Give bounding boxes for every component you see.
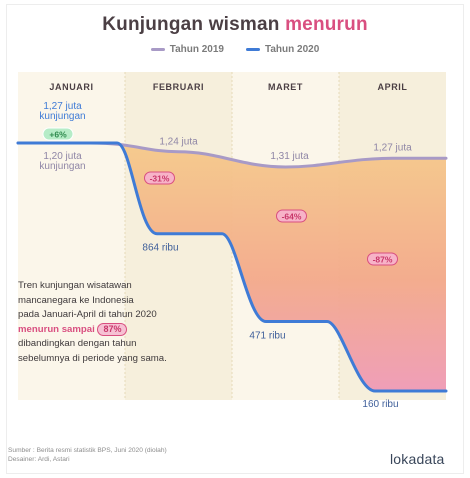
chart-legend: Tahun 2019 Tahun 2020 <box>0 44 470 55</box>
month-label: FEBRUARI <box>153 82 204 92</box>
footer-source: Sumber : Berita resmi statistik BPS, Jun… <box>8 446 167 464</box>
note-line-5: sebelumnya di periode yang sama. <box>18 352 167 364</box>
legend-label-2019: Tahun 2019 <box>169 44 224 55</box>
value-label-2020: 160 ribu <box>362 399 398 410</box>
change-badge <box>367 252 398 266</box>
note-line-3: pada Januari-April di tahun 2020 <box>18 309 157 321</box>
note-badge: 87% <box>97 322 128 336</box>
title-main: Kunjungan wisman <box>102 14 280 35</box>
month-label: APRIL <box>378 82 408 92</box>
change-badge <box>144 171 175 185</box>
note-highlight: menurun sampai <box>18 323 95 335</box>
change-badge-label: +6% <box>49 129 67 139</box>
month-label: MARET <box>268 82 303 92</box>
legend-swatch-2020 <box>246 48 260 51</box>
legend-item-2019: Tahun 2019 <box>150 44 224 55</box>
value-label-2019: 1,24 juta <box>159 137 198 148</box>
line-2020 <box>16 141 448 393</box>
line-2019 <box>16 141 448 169</box>
legend-item-2020: Tahun 2020 <box>246 44 319 55</box>
value-label-2019: 1,27 juta <box>373 142 412 153</box>
note-line-2: mancanegara ke Indonesia <box>18 294 134 306</box>
legend-label-2020: Tahun 2020 <box>265 44 320 55</box>
title-accent: menurun <box>285 14 368 35</box>
designer-text: Desainer: Ardi, Astari <box>8 456 70 463</box>
legend-swatch-2019 <box>150 48 165 51</box>
change-badge <box>276 209 307 223</box>
value-label-2019: 1,20 juta <box>43 151 82 162</box>
note-line-1: Tren kunjungan wisatawan <box>18 280 132 291</box>
chart-title: Kunjungan wisman menurun <box>0 14 470 36</box>
value-label-2019: 1,31 juta <box>270 151 309 162</box>
change-badge-label: -31% <box>150 173 170 183</box>
decline-area <box>113 143 446 391</box>
change-badge-label: -64% <box>282 211 302 221</box>
summary-note: Tren kunjungan wisatawan mancanegara ke … <box>18 279 196 367</box>
month-column-bg <box>18 72 125 400</box>
change-badge-label: -87% <box>373 254 393 264</box>
value-label-2020: 864 ribu <box>142 243 178 254</box>
note-line-4: dibandingkan dengan tahun <box>18 338 137 350</box>
value-label-2019: kunjungan <box>39 161 85 172</box>
source-text: Sumber : Berita resmi statistik BPS, Jun… <box>8 447 167 454</box>
change-badge <box>42 127 74 141</box>
value-label-2020: 471 ribu <box>249 331 285 342</box>
value-label-2020: 1,27 juta <box>43 101 82 112</box>
lokadata-logo: lokadata <box>390 451 445 467</box>
month-label: JANUARI <box>49 82 93 92</box>
month-column-bg <box>125 72 232 400</box>
value-label-2020: kunjungan <box>39 111 85 122</box>
